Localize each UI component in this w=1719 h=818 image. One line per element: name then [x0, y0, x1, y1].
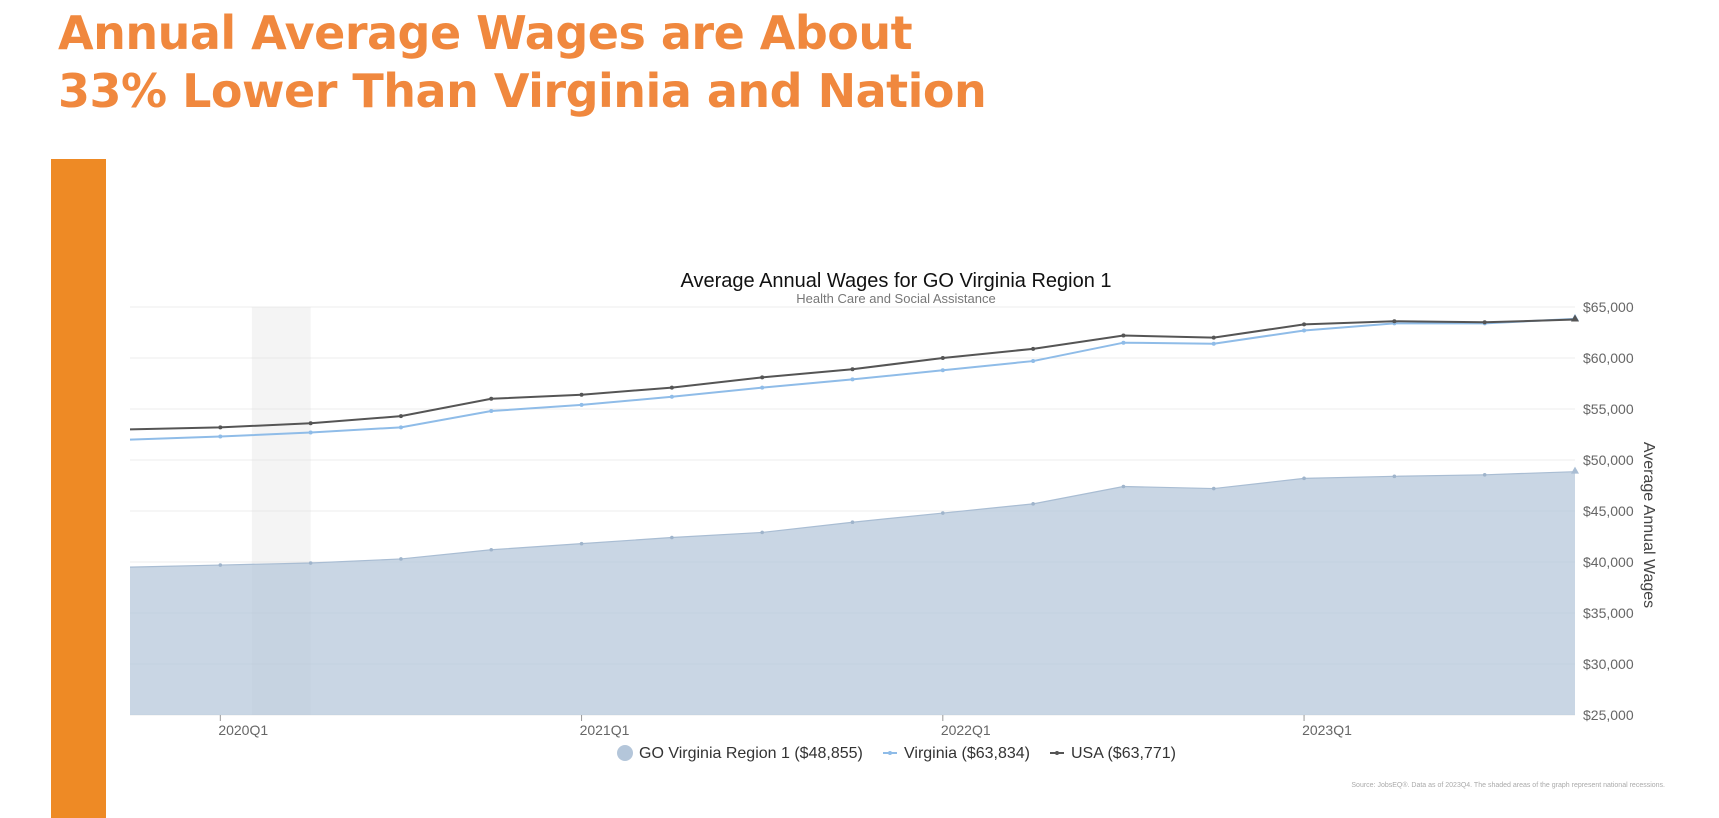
y-tick-label: $25,000 [1583, 707, 1634, 723]
region-point [1031, 502, 1035, 506]
usa-point [398, 414, 403, 419]
usa-point [1302, 322, 1307, 327]
region-point [1482, 472, 1487, 477]
usa-point [1482, 320, 1487, 325]
chart-source-note: Source: JobsEQ®. Data as of 2023Q4. The … [1351, 781, 1665, 789]
y-tick-label: $65,000 [1583, 299, 1634, 315]
virginia-point [218, 434, 223, 439]
usa-point [1211, 335, 1216, 340]
usa-end-marker [1571, 314, 1579, 322]
y-tick-label: $40,000 [1583, 554, 1634, 570]
virginia-point [579, 402, 584, 407]
series-layer [129, 313, 1579, 715]
orange-accent-bar [51, 159, 106, 818]
usa-point [489, 396, 494, 401]
y-tick-label: $30,000 [1583, 656, 1634, 672]
region-point [760, 530, 764, 535]
virginia-point [1121, 340, 1126, 345]
x-tick-label: 2021Q1 [580, 722, 630, 738]
chart-title: Average Annual Wages for GO Virginia Reg… [681, 270, 1112, 292]
chart-legend: GO Virginia Region 1 ($48,855) Virginia (… [617, 745, 1176, 762]
headline-line-2: 33% Lower Than Virginia and Nation [58, 64, 987, 118]
region-point [308, 561, 313, 565]
region-area [130, 471, 1575, 715]
y-axis-label: Average Annual Wages [1640, 442, 1657, 608]
region-point [850, 520, 855, 525]
virginia-point [760, 385, 765, 390]
x-tick-label: 2022Q1 [941, 722, 991, 738]
legend-label: Virginia ($63,834) [904, 745, 1030, 762]
usa-point [308, 421, 313, 426]
region-point [218, 563, 223, 567]
x-tick-label: 2020Q1 [218, 722, 268, 738]
y-tick-label: $60,000 [1583, 350, 1634, 366]
x-axis-ticks: 2020Q1 2021Q1 2022Q1 2023Q1 [218, 715, 1352, 738]
y-tick-label: $55,000 [1583, 401, 1634, 417]
usa-point [940, 356, 945, 360]
usa-point [850, 367, 855, 372]
region-point [1121, 484, 1126, 489]
legend-label: GO Virginia Region 1 ($48,855) [639, 745, 863, 762]
x-tick-label: 2023Q1 [1302, 722, 1352, 738]
region-point [941, 511, 945, 515]
region-point [489, 547, 494, 552]
region-end-marker [1571, 466, 1579, 474]
usa-point [1121, 333, 1126, 338]
virginia-point [308, 430, 313, 435]
usa-point [579, 392, 584, 397]
virginia-point [1302, 328, 1307, 333]
legend-swatch-region [617, 745, 633, 761]
usa-point [669, 385, 674, 390]
virginia-point [850, 377, 855, 382]
slide-headline: Annual Average Wages are About 33% Lower… [58, 4, 987, 120]
region-point [670, 535, 674, 540]
usa-point [218, 425, 223, 430]
virginia-point [940, 368, 945, 373]
usa-point [1031, 346, 1036, 351]
y-tick-label: $50,000 [1583, 452, 1634, 468]
virginia-point [489, 409, 494, 414]
y-tick-label: $35,000 [1583, 605, 1634, 621]
virginia-point [1031, 359, 1036, 364]
legend-swatch-dot [1055, 751, 1059, 755]
usa-point [760, 375, 765, 380]
legend-label: USA ($63,771) [1071, 745, 1176, 762]
headline-line-1: Annual Average Wages are About [58, 6, 913, 60]
y-axis-ticks: $65,000 $60,000 $55,000 $50,000 $45,000 $40,0… [1583, 299, 1634, 723]
region-point [1302, 476, 1306, 481]
usa-point [1392, 319, 1397, 324]
region-point [579, 541, 584, 546]
region-point [399, 557, 403, 561]
virginia-point [1211, 341, 1216, 346]
chart-subtitle: Health Care and Social Assistance [796, 291, 995, 306]
region-point [1392, 474, 1397, 479]
usa-line [129, 318, 1576, 431]
legend-swatch-dot [888, 751, 892, 755]
region-point [1211, 486, 1216, 491]
y-tick-label: $45,000 [1583, 503, 1634, 519]
virginia-point [669, 394, 674, 399]
virginia-point [398, 425, 403, 430]
